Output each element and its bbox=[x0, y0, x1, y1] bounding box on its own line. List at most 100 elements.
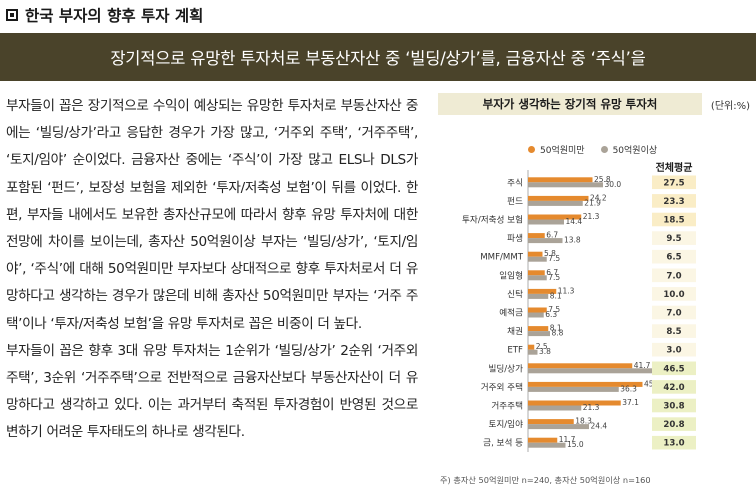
bar bbox=[528, 200, 583, 206]
data-label: 6.7 bbox=[546, 268, 558, 277]
average-cell bbox=[652, 380, 696, 394]
category-label: 거주주택 bbox=[491, 401, 523, 412]
data-label: 15.0 bbox=[567, 440, 584, 449]
data-label: 25.8 bbox=[594, 175, 611, 184]
bar bbox=[528, 195, 589, 201]
body-paragraph-2: 부자들이 꼽은 향후 3대 유망 투자처는 1순위가 ‘빌딩/상가’ 2순위 ‘… bbox=[6, 342, 418, 441]
bar bbox=[528, 386, 619, 392]
body-paragraph-1: 부자들이 꼽은 장기적으로 수익이 예상되는 유망한 투자처로 부동산자산 중에… bbox=[6, 98, 418, 332]
square-bullet-icon bbox=[6, 9, 18, 21]
average-cell bbox=[652, 249, 696, 264]
data-label: 41.7 bbox=[634, 361, 651, 370]
average-value: 13.0 bbox=[663, 439, 684, 449]
bar bbox=[528, 275, 547, 281]
bar bbox=[528, 331, 550, 337]
category-label: 신탁 bbox=[507, 288, 523, 300]
section-title: 한국 부자의 향후 투자 계획 bbox=[6, 3, 203, 27]
data-label: 24.2 bbox=[590, 193, 607, 202]
data-label: 18.3 bbox=[575, 417, 592, 426]
bar bbox=[528, 419, 574, 425]
bar bbox=[528, 442, 566, 448]
category-label: 파생 bbox=[507, 233, 523, 244]
legend-dot-icon bbox=[600, 146, 608, 153]
category-label: 채권 bbox=[507, 325, 523, 337]
data-label: 14.4 bbox=[566, 217, 583, 226]
average-value: 46.5 bbox=[663, 364, 684, 374]
legend-label-under-5b: 50억원미만 bbox=[540, 146, 585, 156]
average-value: 3.0 bbox=[666, 346, 681, 356]
data-label: 11.7 bbox=[559, 435, 576, 444]
data-label: 21.9 bbox=[584, 198, 601, 207]
average-value: 7.0 bbox=[666, 309, 681, 319]
average-cell bbox=[652, 194, 696, 208]
bar bbox=[528, 233, 545, 239]
average-column-header: 전체평균 bbox=[655, 163, 693, 174]
data-label: 21.3 bbox=[583, 403, 600, 412]
bar bbox=[528, 219, 564, 225]
bar bbox=[528, 251, 543, 257]
average-cell bbox=[652, 305, 696, 320]
data-label: 11.3 bbox=[558, 286, 575, 295]
bar bbox=[528, 424, 589, 430]
average-cell bbox=[652, 361, 696, 376]
legend-dot-icon bbox=[528, 146, 535, 153]
average-value: 8.5 bbox=[666, 327, 681, 337]
bar bbox=[528, 270, 545, 276]
average-value: 42.0 bbox=[663, 383, 684, 393]
data-label: 8.1 bbox=[550, 291, 562, 300]
bar bbox=[528, 437, 558, 443]
legend-item-under-5b: 50억원미만 bbox=[528, 143, 585, 156]
average-cell bbox=[652, 175, 696, 190]
section-title-text: 한국 부자의 향후 투자 계획 bbox=[25, 7, 204, 25]
bar bbox=[528, 368, 663, 374]
bar bbox=[528, 256, 547, 262]
chart-unit: (단위:%) bbox=[710, 101, 750, 112]
data-label: 6.3 bbox=[545, 310, 557, 319]
category-label: 주식 bbox=[507, 177, 523, 188]
category-label: 투자/저축성 보험 bbox=[462, 215, 523, 226]
category-label: 거주외 주택 bbox=[481, 381, 523, 393]
bar bbox=[528, 182, 603, 188]
average-value: 10.0 bbox=[663, 290, 684, 300]
category-label: 펀드 bbox=[507, 196, 523, 207]
data-label: 8.1 bbox=[550, 324, 562, 333]
bar bbox=[528, 349, 538, 355]
average-value: 9.5 bbox=[666, 234, 681, 244]
average-value: 27.5 bbox=[663, 178, 684, 188]
category-label: 금, 보석 등 bbox=[483, 438, 523, 449]
chart-header: 부자가 생각하는 장기적 유망 투자처 (단위:%) bbox=[438, 93, 750, 115]
bar bbox=[528, 363, 633, 369]
average-value: 30.8 bbox=[663, 402, 684, 412]
legend-item-over-5b: 50억원이상 bbox=[600, 143, 657, 156]
average-cell bbox=[652, 231, 696, 245]
data-label: 13.8 bbox=[564, 236, 581, 245]
data-label: 36.3 bbox=[620, 384, 637, 393]
average-value: 23.3 bbox=[663, 197, 684, 207]
data-label: 7.5 bbox=[548, 254, 560, 263]
chart-title: 부자가 생각하는 장기적 유망 투자처 bbox=[438, 93, 702, 115]
bar-chart: 주식 25.830.0 27.5 펀드 24.221.9 23.3 투자/저축성 보험 21.… bbox=[462, 170, 696, 452]
category-label: 일임형 bbox=[499, 269, 523, 281]
average-cell bbox=[652, 417, 696, 431]
data-label: 21.3 bbox=[583, 212, 600, 221]
average-value: 6.5 bbox=[666, 253, 681, 263]
chart-footnote: 주) 총자산 50억원미만 n=240, 총자산 50억원이상 n=160 bbox=[440, 475, 651, 485]
bar bbox=[528, 381, 643, 387]
average-cell bbox=[652, 342, 696, 357]
bar bbox=[528, 326, 549, 332]
average-cell bbox=[652, 287, 696, 301]
data-label: 5.8 bbox=[544, 249, 556, 258]
average-cell bbox=[652, 324, 696, 338]
bar bbox=[528, 293, 549, 299]
average-cell bbox=[652, 268, 696, 283]
data-label: 2.5 bbox=[536, 342, 548, 351]
average-value: 18.5 bbox=[663, 216, 684, 226]
data-label: 37.1 bbox=[622, 398, 639, 407]
average-cell bbox=[652, 398, 696, 413]
headline-banner: 장기적으로 유망한 투자처로 부동산자산 중 ‘빌딩/상가’를, 금융자산 중 … bbox=[0, 33, 756, 81]
category-label: 토지/임야 bbox=[488, 418, 523, 430]
average-value: 20.8 bbox=[663, 420, 684, 430]
bar bbox=[528, 288, 557, 294]
bar bbox=[528, 177, 593, 183]
data-label: 6.7 bbox=[546, 231, 558, 240]
